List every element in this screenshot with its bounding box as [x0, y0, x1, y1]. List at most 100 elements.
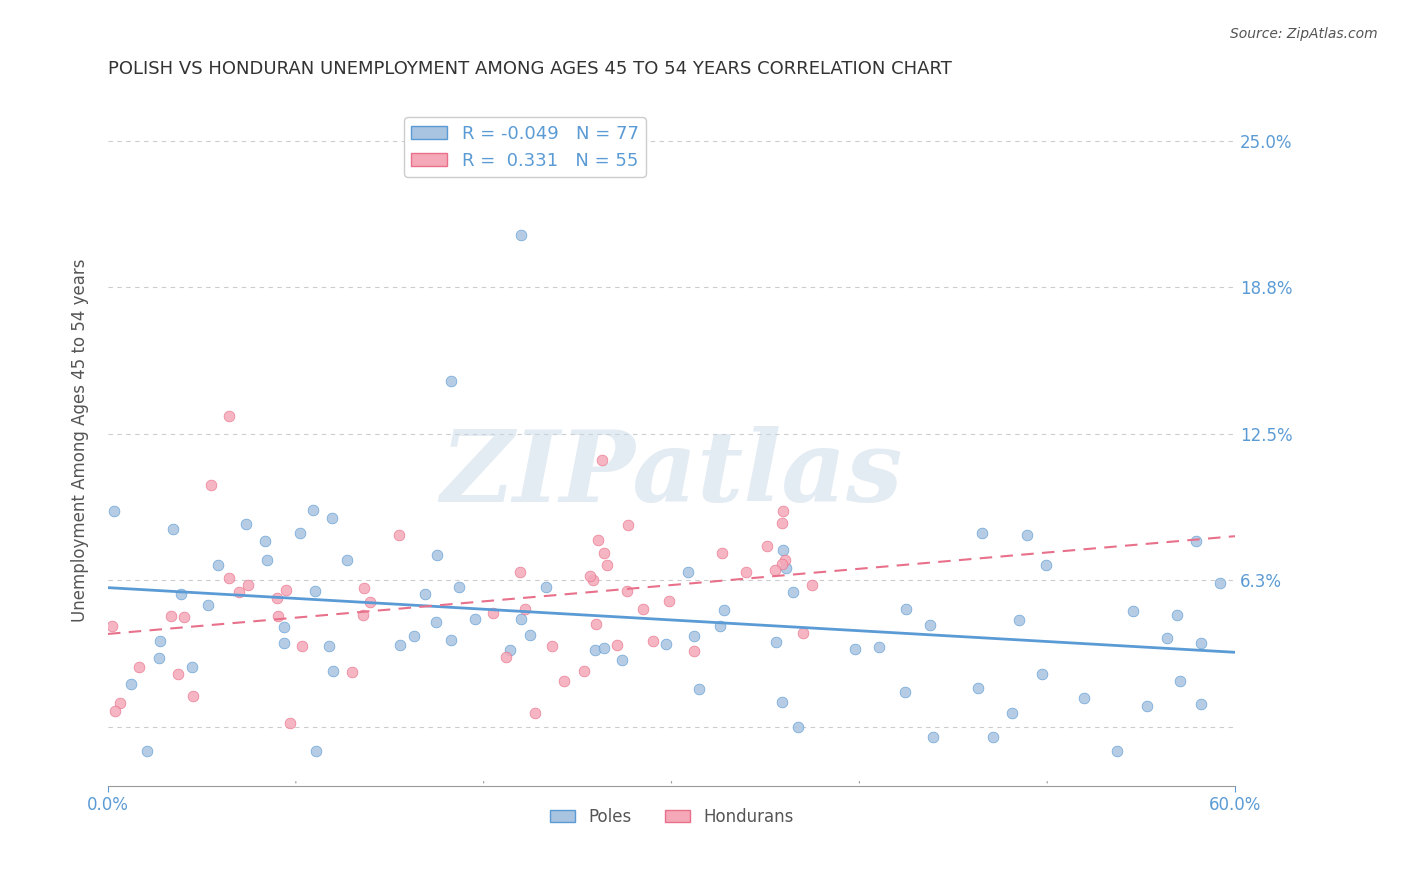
Point: [426, 548, 449, 562]
Point: [709, 619, 731, 633]
Y-axis label: Unemployment Among Ages 45 to 54 years: Unemployment Among Ages 45 to 54 years: [72, 259, 89, 622]
Point: [683, 644, 706, 658]
Point: [120, 676, 142, 690]
Point: [197, 599, 219, 613]
Point: [922, 730, 945, 744]
Point: [103, 504, 125, 518]
Point: [266, 591, 288, 605]
Point: [148, 650, 170, 665]
Point: [352, 607, 374, 622]
Point: [765, 634, 787, 648]
Point: [276, 583, 298, 598]
Point: [519, 628, 541, 642]
Point: [772, 542, 794, 557]
Point: [595, 558, 617, 572]
Point: [236, 578, 259, 592]
Point: [1001, 706, 1024, 721]
Point: [388, 638, 411, 652]
Point: [273, 636, 295, 650]
Point: [321, 511, 343, 525]
Point: [582, 573, 605, 587]
Point: [509, 565, 531, 579]
Point: [302, 503, 325, 517]
Point: [1031, 666, 1053, 681]
Point: [585, 617, 607, 632]
Point: [770, 557, 793, 571]
Point: [353, 581, 375, 595]
Point: [586, 533, 609, 547]
Point: [1166, 607, 1188, 622]
Point: [104, 704, 127, 718]
Point: [579, 568, 602, 582]
Point: [967, 681, 990, 695]
Point: [763, 563, 786, 577]
Point: [256, 553, 278, 567]
Point: [425, 615, 447, 630]
Point: [1156, 631, 1178, 645]
Legend: Poles, Hondurans: Poles, Hondurans: [543, 801, 800, 833]
Point: [449, 580, 471, 594]
Point: [273, 620, 295, 634]
Point: [756, 540, 779, 554]
Point: [160, 609, 183, 624]
Point: [1017, 528, 1039, 542]
Point: [440, 375, 463, 389]
Point: [181, 690, 204, 704]
Point: [218, 409, 240, 423]
Point: [170, 587, 193, 601]
Text: Source: ZipAtlas.com: Source: ZipAtlas.com: [1230, 27, 1378, 41]
Text: POLISH VS HONDURAN UNEMPLOYMENT AMONG AGES 45 TO 54 YEARS CORRELATION CHART: POLISH VS HONDURAN UNEMPLOYMENT AMONG AG…: [108, 60, 952, 78]
Point: [683, 629, 706, 643]
Point: [658, 594, 681, 608]
Point: [318, 639, 340, 653]
Point: [1189, 635, 1212, 649]
Point: [786, 720, 808, 734]
Point: [775, 561, 797, 575]
Point: [510, 228, 533, 243]
Point: [711, 545, 734, 559]
Point: [235, 516, 257, 531]
Point: [305, 744, 328, 758]
Point: [772, 504, 794, 518]
Point: [1189, 697, 1212, 711]
Point: [593, 641, 616, 656]
Point: [970, 526, 993, 541]
Point: [792, 626, 814, 640]
Point: [440, 633, 463, 648]
Point: [676, 565, 699, 579]
Point: [1008, 614, 1031, 628]
Point: [167, 667, 190, 681]
Point: [110, 696, 132, 710]
Point: [162, 522, 184, 536]
Point: [402, 629, 425, 643]
Point: [1168, 673, 1191, 688]
Point: [509, 612, 531, 626]
Point: [291, 639, 314, 653]
Point: [1122, 604, 1144, 618]
Point: [606, 639, 628, 653]
Point: [655, 638, 678, 652]
Point: [1105, 744, 1128, 758]
Point: [1136, 698, 1159, 713]
Point: [770, 516, 793, 530]
Point: [800, 577, 823, 591]
Point: [553, 673, 575, 688]
Point: [782, 585, 804, 599]
Point: [342, 665, 364, 679]
Point: [894, 602, 917, 616]
Point: [322, 664, 344, 678]
Point: [770, 695, 793, 709]
Point: [583, 643, 606, 657]
Point: [290, 526, 312, 541]
Point: [610, 653, 633, 667]
Point: [495, 649, 517, 664]
Point: [135, 744, 157, 758]
Point: [591, 452, 613, 467]
Point: [713, 603, 735, 617]
Point: [918, 618, 941, 632]
Point: [173, 610, 195, 624]
Point: [844, 642, 866, 657]
Point: [267, 608, 290, 623]
Point: [893, 685, 915, 699]
Point: [207, 558, 229, 573]
